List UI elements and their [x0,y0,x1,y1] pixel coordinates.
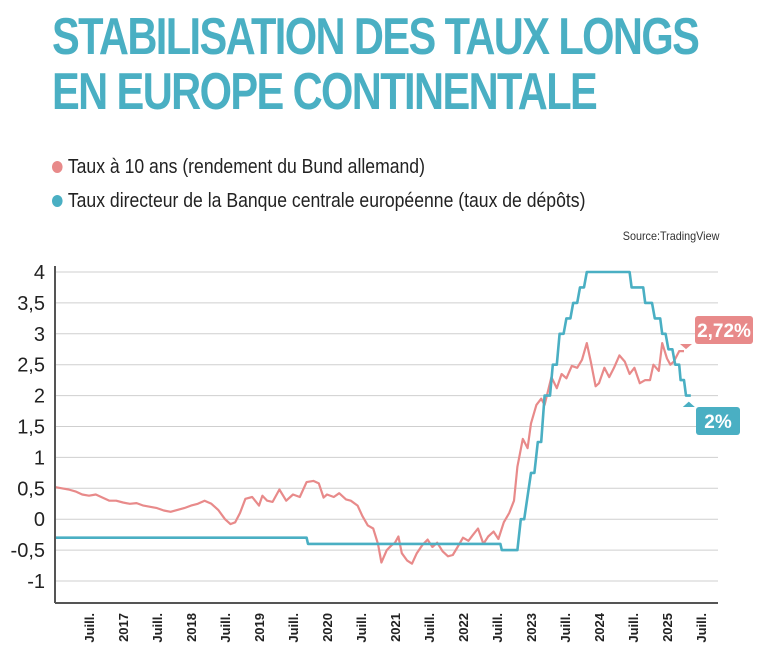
y-tick-label-0: 4 [34,262,45,284]
y-tick-label-9: -0,5 [11,540,45,562]
series-line-0 [54,342,684,565]
chart-source: Source:TradingView [622,229,719,243]
y-tick-label-5: 1,5 [17,417,45,439]
x-tick-label-14: Juill. [558,613,573,643]
legend-label-bund: Taux à 10 ans (rendement du Bund alleman… [67,156,425,178]
legend-dot-bund [52,161,63,173]
end-badge-label-1: 2% [704,412,732,433]
y-tick-label-4: 2 [34,386,45,408]
series-line-1 [55,270,691,552]
legend-item-bund: Taux à 10 ans (rendement du Bund alleman… [52,150,585,184]
x-tick-label-1: 2017 [116,613,131,642]
title-line-1: STABILISATION DES TAUX LONGS [52,8,700,66]
x-axis-ticks: Juill. 2017 Juill. 2018 Juill. 2019 Juill. 2020… [82,612,709,642]
y-tick-label-3: 2,5 [17,355,45,377]
x-tick-label-7: 2020 [320,613,335,642]
x-tick-label-0: Juill. [82,613,97,643]
x-tick-label-17: 2025 [660,613,675,642]
y-tick-label-1: 3,5 [17,293,45,315]
y-tick-label-8: 0 [34,509,45,531]
end-badge-pointer-0 [680,344,692,350]
end-badge-bg-1 [696,407,740,435]
end-badge-pointer-1 [682,401,695,407]
chart-title: STABILISATION DES TAUX LONGS EN EUROPE C… [52,8,700,121]
y-tick-label-7: 0,5 [17,478,45,500]
legend-label-bce: Taux directeur de la Banque centrale eur… [67,190,586,212]
x-tick-label-3: 2018 [184,613,199,642]
series-lines [54,270,691,565]
x-tick-label-4: Juill. [218,613,233,643]
x-tick-label-10: Juill. [422,613,437,643]
x-tick-label-16: Juill. [626,613,641,643]
x-tick-label-18: Juill. [694,613,709,643]
x-tick-label-13: 2023 [524,613,539,642]
x-tick-label-5: 2019 [252,613,267,642]
x-tick-label-2: Juill. [150,613,165,643]
y-tick-label-10: -1 [27,571,45,593]
end-value-badges: 2,72% 2% [680,316,753,435]
gridlines [55,271,718,582]
chart-legend: Taux à 10 ans (rendement du Bund alleman… [52,150,585,218]
x-tick-label-9: 2021 [388,613,403,642]
end-badge-label-0: 2,72% [697,321,751,342]
y-tick-label-6: 1 [34,447,45,469]
title-line-2: EN EUROPE CONTINENTALE [52,63,598,121]
x-tick-label-6: Juill. [286,613,301,643]
x-tick-label-12: Juill. [490,613,505,643]
legend-dot-bce [52,195,63,207]
legend-item-bce: Taux directeur de la Banque centrale eur… [52,184,585,218]
y-tick-label-2: 3 [34,324,45,346]
x-tick-label-15: 2024 [592,612,607,642]
y-axis-ticks: 4 3,5 3 2,5 2 1,5 1 0,5 0 -0,5 -1 [11,262,45,593]
end-badge-bg-0 [695,316,753,344]
x-tick-label-8: Juill. [354,613,369,643]
x-tick-label-11: 2022 [456,613,471,642]
